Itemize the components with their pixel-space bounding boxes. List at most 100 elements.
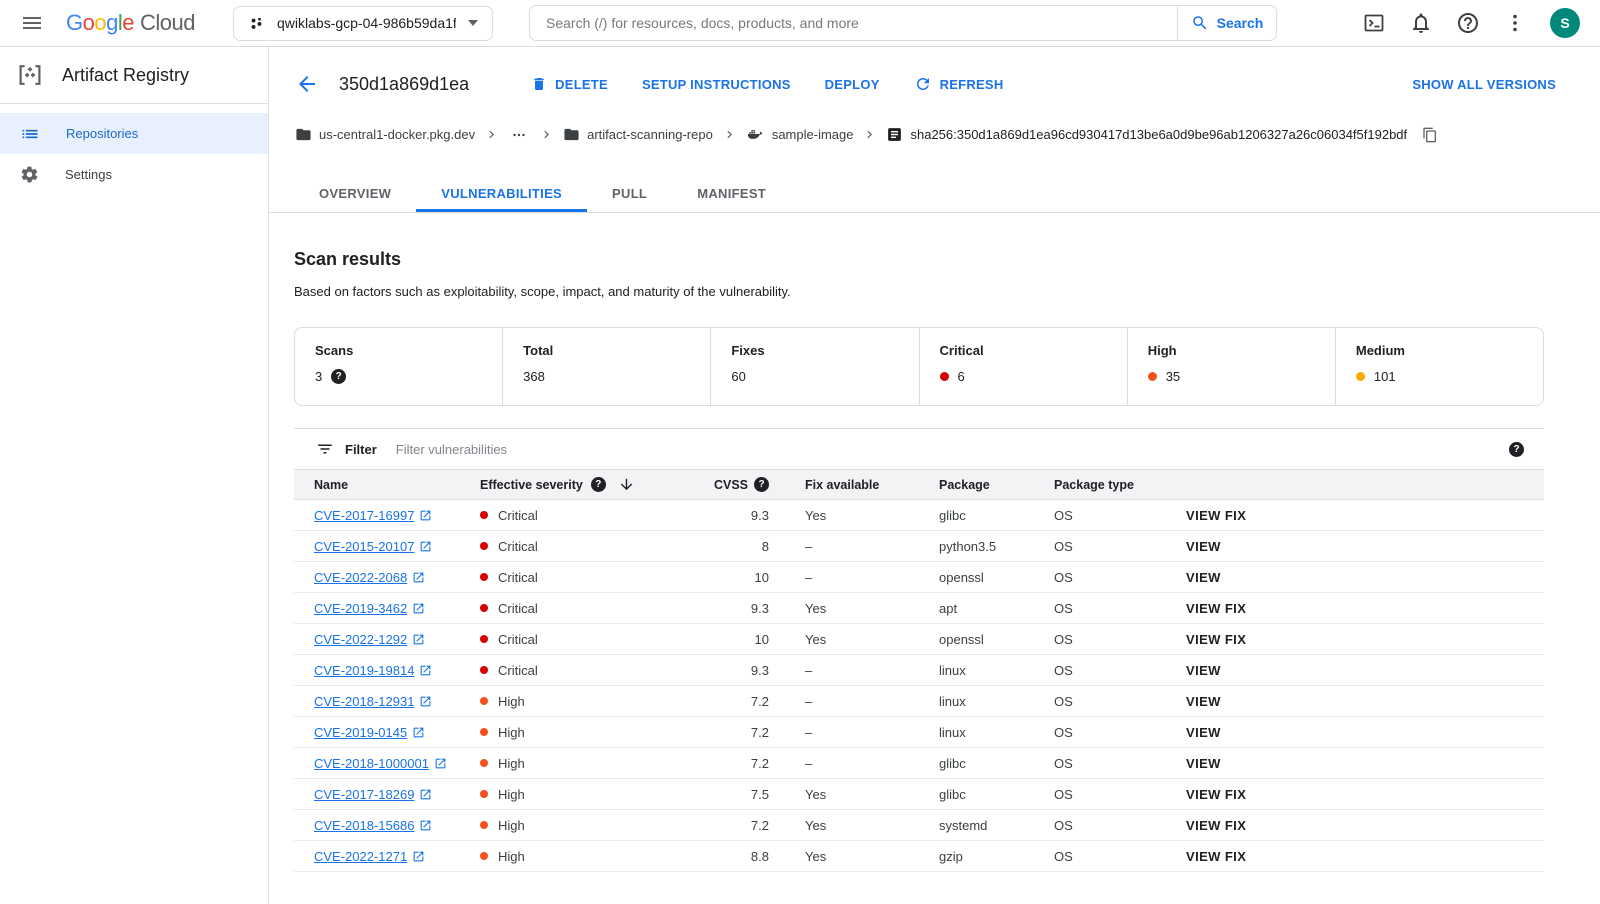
breadcrumb-registry[interactable]: us-central1-docker.pkg.dev (295, 126, 475, 143)
help-circle-icon[interactable] (331, 369, 347, 384)
tab-overview[interactable]: OVERVIEW (319, 185, 392, 201)
breadcrumb-repo[interactable]: artifact-scanning-repo (563, 126, 713, 143)
fix-available-cell: Yes (805, 600, 827, 616)
back-arrow-icon[interactable] (295, 72, 319, 96)
google-cloud-logo[interactable]: Google Cloud (66, 10, 195, 36)
view-fix-button[interactable]: VIEW (1186, 538, 1221, 554)
cvss-help-icon[interactable] (754, 477, 769, 492)
table-help-icon[interactable] (1509, 441, 1524, 457)
column-header-package-type[interactable]: Package type (1054, 477, 1134, 492)
tab-manifest[interactable]: MANIFEST (697, 185, 767, 201)
severity-dot (480, 542, 488, 550)
tab-pull[interactable]: PULL (612, 185, 648, 201)
column-header-fix[interactable]: Fix available (805, 477, 880, 492)
cve-link[interactable]: CVE-2019-19814 (314, 662, 415, 678)
show-all-versions-link[interactable]: SHOW ALL VERSIONS (1412, 76, 1556, 92)
chevron-right-icon (867, 130, 873, 139)
deploy-button[interactable]: DEPLOY (824, 76, 880, 92)
cloud-shell-icon[interactable] (1362, 11, 1386, 35)
cve-link[interactable]: CVE-2018-12931 (314, 693, 415, 709)
table-row: CVE-2022-1292 Critical 10 Yes openssl OS (294, 624, 1544, 655)
more-vert-icon[interactable] (1503, 11, 1527, 35)
avatar[interactable]: S (1550, 8, 1580, 38)
sidebar-item-settings[interactable]: Settings (0, 154, 268, 195)
setup-instructions-button[interactable]: SETUP INSTRUCTIONS (641, 76, 791, 92)
scan-results-subtitle: Based on factors such as exploitability,… (294, 284, 791, 299)
cvss-cell: 8 (761, 538, 769, 554)
search-input[interactable] (529, 5, 1177, 41)
product-header: Artifact Registry (0, 47, 268, 104)
cve-link[interactable]: CVE-2018-15686 (314, 817, 415, 833)
help-icon[interactable] (1456, 11, 1480, 35)
cve-link[interactable]: CVE-2019-3462 (314, 600, 408, 616)
fix-available-cell: Yes (805, 786, 827, 802)
column-header-severity[interactable]: Effective severity (480, 476, 659, 493)
table-row: CVE-2018-1000001 High 7.2 – glibc OS (294, 748, 1544, 779)
sidebar: Artifact Registry Repositories Settings (0, 47, 269, 904)
package-cell: apt (939, 600, 958, 616)
package-type-cell: OS (1054, 724, 1073, 740)
sort-descending-icon[interactable] (618, 476, 635, 493)
fix-available-cell: – (805, 724, 813, 740)
cve-link[interactable]: CVE-2022-1292 (314, 631, 408, 647)
package-cell: glibc (939, 755, 966, 771)
stat-medium: Medium 101 (1334, 328, 1543, 405)
sidebar-item-repositories[interactable]: Repositories (0, 113, 268, 154)
severity-dot (480, 728, 488, 736)
search-button[interactable]: Search (1177, 5, 1277, 41)
cve-link[interactable]: CVE-2022-1271 (314, 848, 408, 864)
severity-cell: Critical (480, 601, 659, 616)
view-fix-button[interactable]: VIEW FIX (1186, 631, 1247, 647)
view-fix-button[interactable]: VIEW FIX (1186, 817, 1247, 833)
table-row: CVE-2018-15686 High 7.2 Yes systemd OS (294, 810, 1544, 841)
main-content: 350d1a869d1ea DELETE SETUP INSTRUCTIONS … (269, 47, 1600, 904)
severity-cell: High (480, 818, 659, 833)
folder-icon (564, 128, 579, 141)
cvss-cell: 8.8 (750, 848, 769, 864)
external-link-icon (421, 696, 431, 706)
hamburger-menu-icon[interactable] (20, 11, 44, 35)
view-fix-button[interactable]: VIEW (1186, 569, 1221, 585)
tab-vulnerabilities[interactable]: VULNERABILITIES (416, 174, 587, 212)
scan-results-title: Scan results (294, 249, 402, 269)
filter-button[interactable]: Filter (316, 440, 377, 458)
view-fix-button[interactable]: VIEW (1186, 724, 1221, 740)
view-fix-button[interactable]: VIEW FIX (1186, 786, 1247, 802)
view-fix-button[interactable]: VIEW FIX (1186, 848, 1247, 864)
view-fix-button[interactable]: VIEW FIX (1186, 600, 1247, 616)
view-fix-button[interactable]: VIEW (1186, 662, 1221, 678)
cve-link[interactable]: CVE-2017-18269 (314, 786, 415, 802)
header-actions: DELETE SETUP INSTRUCTIONS DEPLOY REFRESH (531, 75, 1003, 93)
view-fix-button[interactable]: VIEW (1186, 693, 1221, 709)
chevron-right-icon (489, 130, 495, 139)
delete-button[interactable]: DELETE (531, 76, 608, 92)
cvss-cell: 9.3 (750, 507, 769, 523)
notifications-bell-icon[interactable] (1409, 11, 1433, 35)
severity-help-icon[interactable] (590, 477, 606, 492)
chevron-right-icon (727, 130, 732, 139)
breadcrumb-image[interactable]: sample-image (746, 125, 853, 144)
cve-link[interactable]: CVE-2019-0145 (314, 724, 408, 740)
severity-dot (480, 759, 488, 767)
tab-bar: OVERVIEW VULNERABILITIES PULL MANIFEST (269, 174, 1600, 213)
page-header: 350d1a869d1ea DELETE SETUP INSTRUCTIONS … (269, 47, 1600, 103)
copy-icon[interactable] (1422, 127, 1438, 143)
project-selector[interactable]: qwiklabs-gcp-04-986b59da1f76 (233, 5, 493, 41)
column-header-cvss[interactable]: CVSS (659, 477, 769, 492)
cve-link[interactable]: CVE-2017-16997 (314, 507, 415, 523)
cve-link[interactable]: CVE-2022-2068 (314, 569, 408, 585)
view-fix-button[interactable]: VIEW (1186, 755, 1221, 771)
column-header-name[interactable]: Name (314, 477, 349, 492)
cve-link[interactable]: CVE-2018-1000001 (314, 755, 429, 771)
severity-cell: High (480, 787, 659, 802)
view-fix-button[interactable]: VIEW FIX (1186, 507, 1247, 523)
breadcrumb-ellipsis-button[interactable] (508, 126, 530, 144)
breadcrumb: us-central1-docker.pkg.dev artifact-scan… (269, 125, 1600, 144)
filter-input[interactable] (395, 441, 1509, 457)
refresh-button[interactable]: REFRESH (914, 75, 1004, 93)
column-header-package[interactable]: Package (939, 477, 990, 492)
scan-stats-card: Scans 3 Total 368 Fixes 60 Critical 6 Hi… (294, 327, 1544, 406)
external-link-icon (421, 541, 431, 551)
cve-link[interactable]: CVE-2015-20107 (314, 538, 415, 554)
table-row: CVE-2015-20107 Critical 8 – python3.5 OS (294, 531, 1544, 562)
